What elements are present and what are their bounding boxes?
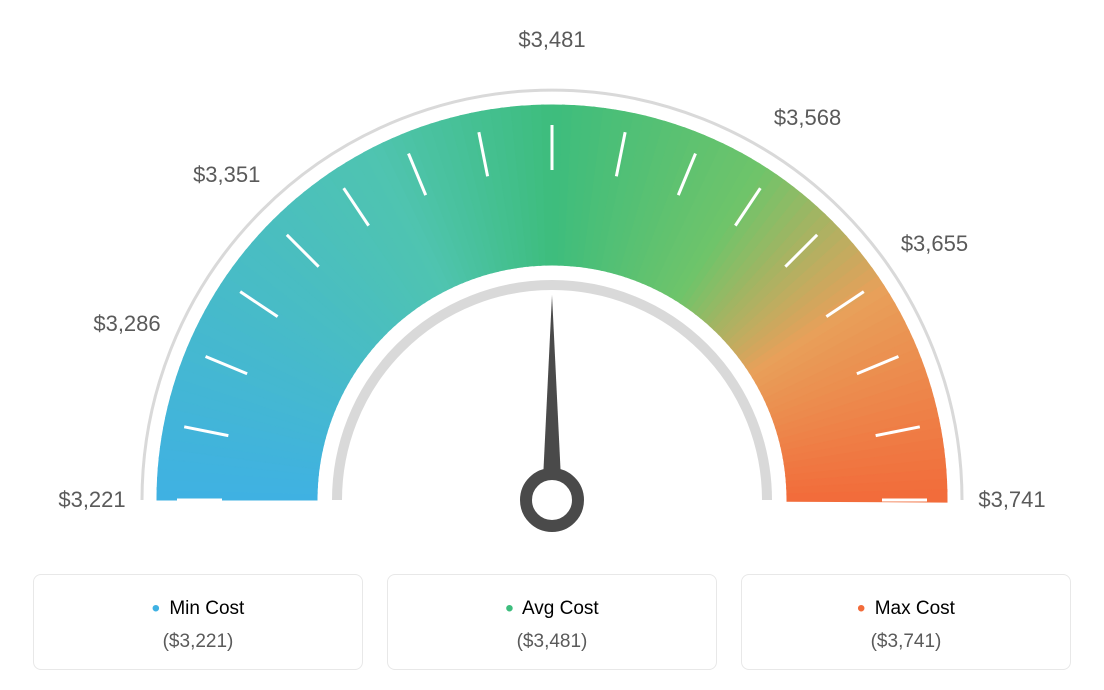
gauge-tick-label: $3,286: [93, 311, 160, 337]
dot-avg-icon: •: [505, 595, 513, 622]
legend-card-avg: • Avg Cost ($3,481): [387, 574, 717, 670]
legend-card-max: • Max Cost ($3,741): [741, 574, 1071, 670]
gauge-tick-label: $3,221: [58, 487, 125, 513]
legend-value-max: ($3,741): [762, 631, 1050, 653]
dot-min-icon: •: [152, 595, 160, 622]
legend-title-max: • Max Cost: [762, 593, 1050, 621]
gauge-tick-label: $3,568: [774, 105, 841, 131]
legend-value-min: ($3,221): [54, 631, 342, 653]
legend-label-avg: Avg Cost: [522, 598, 599, 619]
legend-title-avg: • Avg Cost: [408, 593, 696, 621]
legend-row: • Min Cost ($3,221) • Avg Cost ($3,481) …: [0, 574, 1104, 670]
legend-card-min: • Min Cost ($3,221): [33, 574, 363, 670]
cost-gauge: $3,221 $3,286 $3,351 $3,481 $3,568 $3,655 $3,7…: [0, 0, 1104, 560]
legend-label-min: Min Cost: [169, 598, 244, 619]
dot-max-icon: •: [857, 595, 865, 622]
legend-label-max: Max Cost: [875, 598, 955, 619]
gauge-tick-label: $3,741: [978, 487, 1045, 513]
gauge-tick-label: $3,481: [518, 27, 585, 53]
gauge-tick-label: $3,655: [901, 231, 968, 257]
legend-title-min: • Min Cost: [54, 593, 342, 621]
gauge-tick-label: $3,351: [193, 162, 260, 188]
legend-value-avg: ($3,481): [408, 631, 696, 653]
gauge-svg: [0, 0, 1104, 560]
